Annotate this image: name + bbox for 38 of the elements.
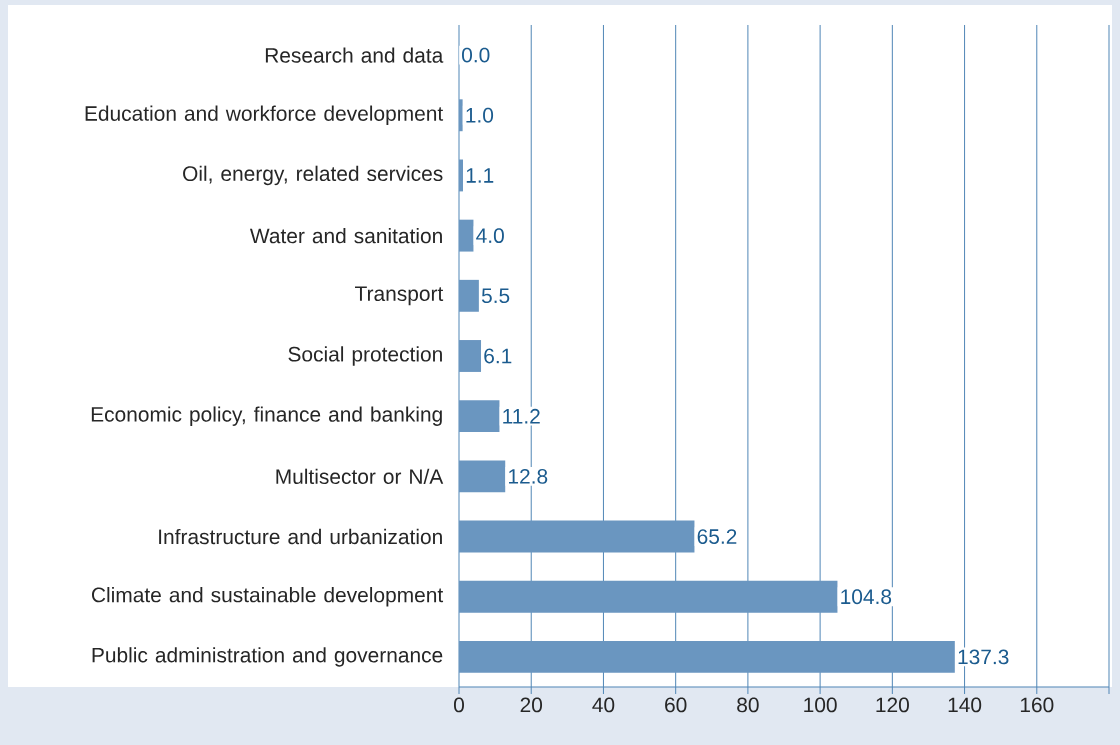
data-label: 104.8 [841,589,892,605]
x-tick-label: 0 [454,697,464,713]
bar [459,340,482,372]
data-label: 0.0 [462,47,490,63]
bar [459,99,463,132]
y-tick-label: Multisector or N/A [276,468,444,485]
y-tick-label: Climate and sustainable development [91,586,444,607]
bar [459,279,479,312]
data-label: 12.8 [509,468,548,484]
x-tick-label: 20 [520,697,543,713]
data-label: 4.0 [476,228,504,244]
bar [459,219,474,252]
x-tick-label: 100 [804,697,837,713]
x-tick-label: 160 [1020,697,1054,713]
y-tick-label: Education and workforce development [85,105,444,126]
bar [459,159,463,192]
data-label: 11.2 [503,408,540,424]
y-tick-label: Water and sanitation [249,227,442,244]
bar [459,520,695,553]
data-label: 137.3 [958,649,1009,665]
y-tick-label: Research and data [265,47,444,63]
y-tick-label: Infrastructure and urbanization [159,528,442,545]
data-label: 5.5 [481,288,510,304]
bar [459,640,955,673]
y-tick-label: Social protection [288,346,442,366]
data-label: 1.1 [466,168,494,183]
x-tick-label: 140 [948,697,982,713]
x-tick-label: 60 [665,697,687,713]
x-tick-label: 80 [737,697,759,713]
y-tick-label: Oil, energy, related services [183,165,443,186]
x-tick-label: 120 [876,697,909,713]
x-tick-label: 40 [592,697,615,713]
y-tick-label: Transport [355,286,444,306]
data-label: 1.0 [466,107,494,123]
data-label: 6.1 [484,348,512,364]
y-tick-label: Public administration and governance [92,647,443,667]
y-tick-label: Economic policy, finance and banking [91,406,442,426]
data-label: 65.2 [697,529,737,544]
